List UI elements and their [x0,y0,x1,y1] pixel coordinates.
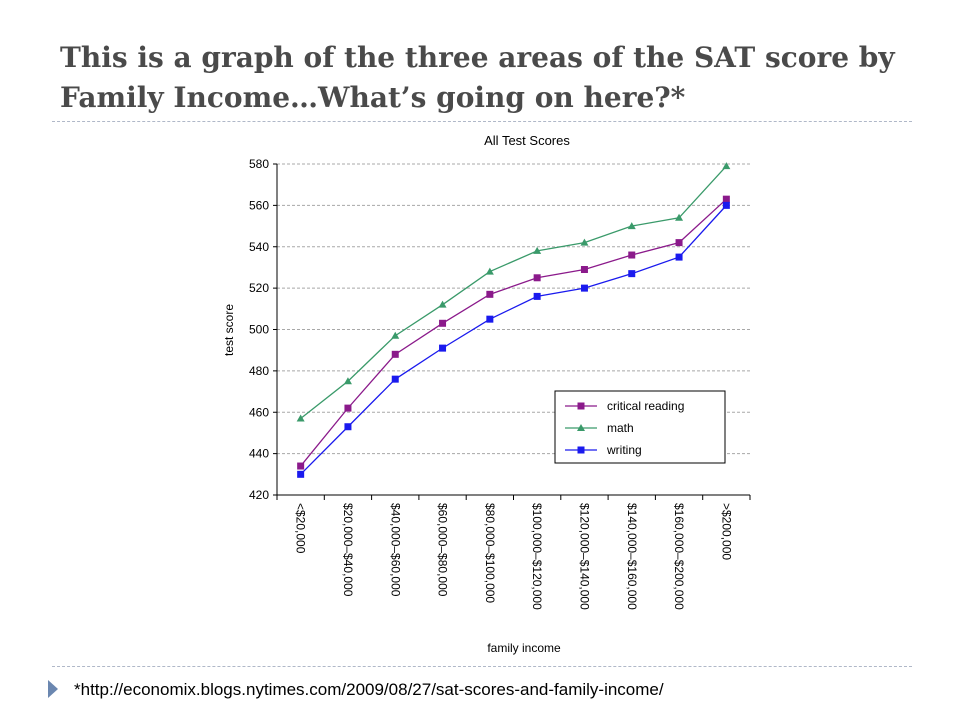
data-point [533,246,542,254]
data-point [486,315,494,323]
line-chart-svg: All Test Scores test score family income… [222,133,751,655]
legend-label: critical reading [607,399,684,413]
y-tick-label: 440 [249,447,269,461]
data-point [580,284,588,292]
data-point [533,274,541,282]
x-tick-label: $60,000–$80,000 [436,503,450,597]
legend-label: math [607,421,634,435]
data-point [391,331,400,339]
data-point [343,377,352,385]
bullet-arrow-icon [48,679,58,698]
x-tick-label: $140,000–$160,000 [625,503,639,610]
data-point [296,414,305,422]
axes: 420 440 460 480 500 520 540 560 580 <$20,000 $20,0… [249,157,751,610]
data-point [439,344,447,352]
gridlines [277,163,750,455]
data-point [580,238,589,246]
data-point [675,239,683,247]
legend: critical reading math writing [554,390,726,464]
x-tick-label: $120,000–$140,000 [577,503,591,610]
y-tick-label: 580 [249,157,269,171]
data-point [722,201,730,209]
series-lines [296,162,731,478]
x-axis-label: family income [487,641,561,655]
data-point [628,270,636,278]
data-point [580,266,588,274]
y-axis-label: test score [222,304,236,356]
y-tick-label: 420 [249,488,269,502]
data-point [391,375,399,383]
y-tick-label: 540 [249,240,269,254]
data-point [297,470,305,478]
legend-marker [577,402,585,410]
footnote: *http://economix.blogs.nytimes.com/2009/… [48,678,928,702]
data-point [533,292,541,300]
x-tick-label: $80,000–$100,000 [483,503,497,603]
data-point [675,213,684,221]
x-tick-label: >$200,000 [719,503,733,560]
data-point [485,267,494,275]
data-point [628,251,636,259]
data-point [675,253,683,261]
data-point [486,290,494,298]
data-point [391,350,399,358]
x-tick-label: $160,000–$200,000 [672,503,686,610]
x-tick-label: $20,000–$40,000 [341,503,355,597]
data-point [344,423,352,431]
data-point [438,300,447,308]
series-line-critical-reading [300,198,727,467]
data-point [722,162,731,170]
series-line-math [300,165,727,419]
data-point [439,319,447,327]
chart-title: All Test Scores [484,133,570,148]
legend-label: writing [606,443,642,457]
top-divider [52,121,912,122]
y-tick-label: 520 [249,281,269,295]
y-tick-label: 460 [249,405,269,419]
x-tick-label: $40,000–$60,000 [388,503,402,597]
data-point [722,195,730,203]
series-line-writing [300,204,727,475]
y-tick-label: 500 [249,323,269,337]
footnote-text: *http://economix.blogs.nytimes.com/2009/… [74,680,664,699]
data-point [344,404,352,412]
chart: All Test Scores test score family income… [215,125,760,660]
data-point [297,462,305,470]
legend-marker [577,446,585,454]
y-tick-label: 560 [249,198,269,212]
x-tick-label: <$20,000 [294,503,308,554]
y-tick-label: 480 [249,364,269,378]
slide-title: This is a graph of the three areas of th… [60,41,895,114]
legend-marker [577,424,585,431]
x-tick-label: $100,000–$120,000 [530,503,544,610]
data-point [627,222,636,230]
bottom-divider [52,666,912,667]
